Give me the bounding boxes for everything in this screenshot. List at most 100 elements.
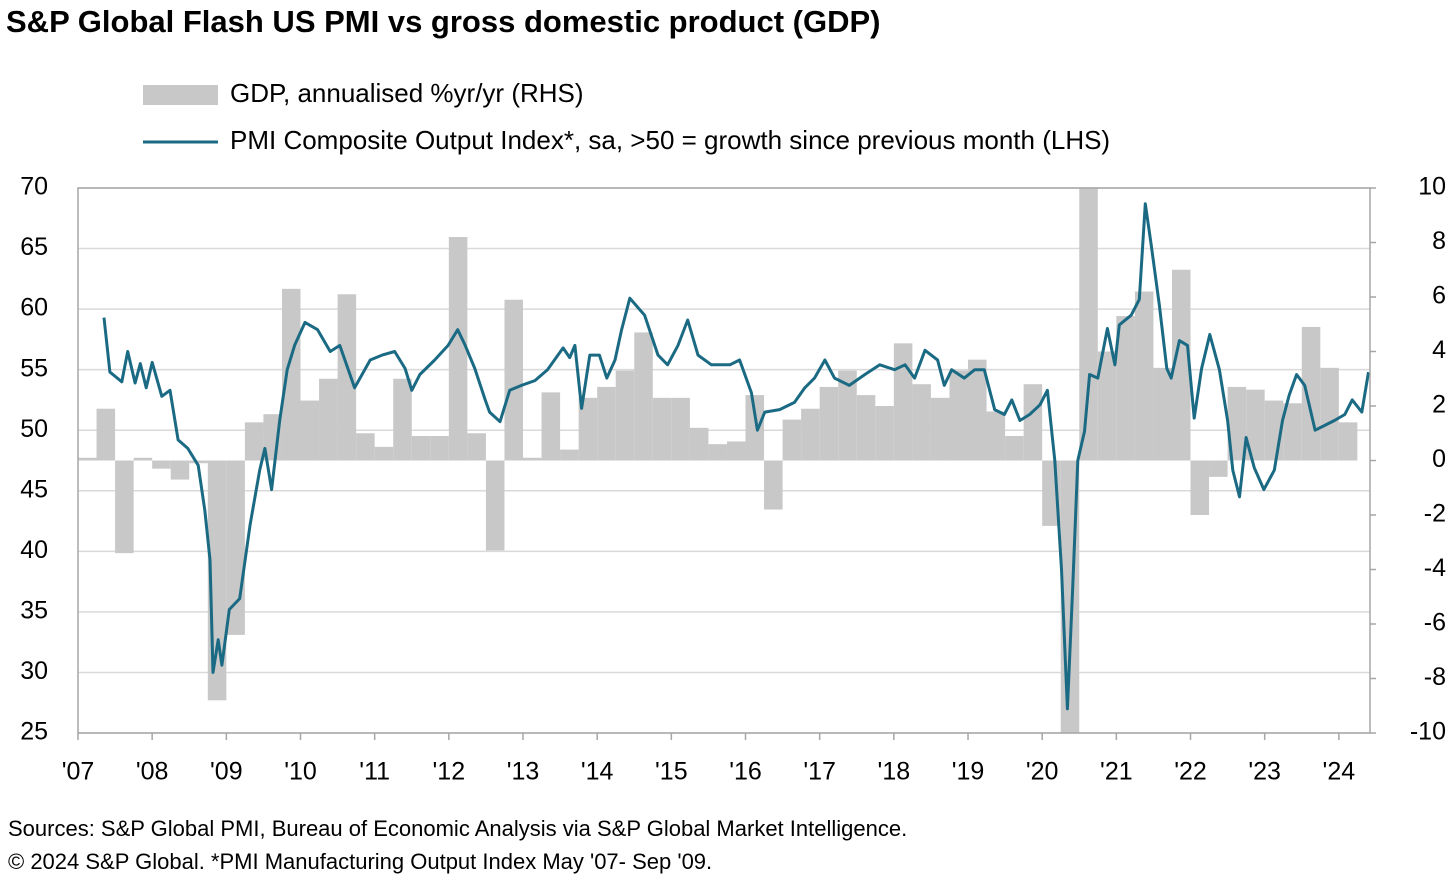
y-tick-label: 60 [20, 294, 48, 322]
y-tick-label: 25 [20, 718, 48, 746]
gdp-bar [281, 288, 301, 461]
gdp-bar [189, 460, 208, 464]
gdp-bar [912, 384, 931, 461]
x-tick-label: '17 [803, 758, 836, 786]
gdp-bar [689, 427, 709, 461]
legend-label: GDP, annualised %yr/yr (RHS) [230, 78, 584, 108]
y2-tick-label: 0 [1432, 445, 1446, 473]
gdp-bar [1171, 269, 1191, 461]
gdp-bar [652, 397, 672, 461]
y2-tick-label: -10 [1410, 718, 1446, 746]
gdp-bar [170, 460, 190, 480]
x-tick-label: '14 [581, 758, 614, 786]
x-tick-label: '19 [952, 758, 985, 786]
y-tick-label: 55 [20, 354, 48, 382]
gdp-bar [838, 370, 857, 461]
gdp-bar [504, 299, 524, 461]
gdp-bar [726, 441, 746, 461]
y2-tick-label: -4 [1424, 554, 1446, 582]
gdp-bar [801, 408, 820, 461]
gdp-bar [875, 406, 894, 461]
gdp-bar [152, 460, 171, 469]
gdp-bar [893, 343, 913, 461]
y-tick-label: 45 [20, 475, 48, 503]
gdp-bar [1227, 386, 1247, 461]
y-tick-label: 50 [20, 415, 48, 443]
gdp-bar [856, 395, 876, 461]
source-note: Sources: S&P Global PMI, Bureau of Econo… [8, 816, 907, 841]
gdp-bar [1079, 188, 1098, 461]
x-tick-label: '10 [284, 758, 317, 786]
y-tick-label: 40 [20, 536, 48, 564]
y2-tick-label: -6 [1424, 609, 1446, 637]
gdp-bar [634, 332, 653, 461]
gdp-bar [356, 433, 375, 461]
x-tick-label: '16 [729, 758, 762, 786]
gdp-bar [467, 433, 486, 461]
x-tick-label: '07 [62, 758, 95, 786]
x-tick-label: '23 [1248, 758, 1281, 786]
legend-label: PMI Composite Output Index*, sa, >50 = g… [230, 125, 1110, 155]
gdp-bar [671, 397, 690, 461]
gdp-bar [1153, 367, 1172, 461]
gdp-bar [782, 419, 802, 461]
gdp-bar [96, 408, 116, 461]
x-tick-label: '12 [433, 758, 466, 786]
gdp-bar [764, 460, 783, 510]
gdp-bar [930, 397, 950, 461]
gdp-bar [485, 460, 505, 551]
y-tick-label: 65 [20, 233, 48, 261]
gdp-bar [1338, 422, 1358, 461]
gdp-bar [986, 411, 1006, 461]
gdp-bar [1320, 367, 1339, 461]
gdp-bar [1134, 291, 1154, 461]
gdp-bar [448, 237, 468, 461]
gdp-bar [133, 457, 153, 461]
y2-tick-label: 8 [1432, 227, 1446, 255]
gdp-bar [1097, 351, 1117, 461]
gdp-bar [615, 370, 635, 461]
y2-tick-label: 6 [1432, 282, 1446, 310]
y2-tick-label: -8 [1424, 663, 1446, 691]
x-tick-label: '09 [210, 758, 243, 786]
x-tick-label: '24 [1323, 758, 1356, 786]
x-tick-label: '20 [1026, 758, 1059, 786]
x-tick-label: '18 [878, 758, 911, 786]
y2-tick-label: 10 [1418, 173, 1446, 201]
y-tick-label: 30 [20, 657, 48, 685]
gdp-bar [1301, 326, 1321, 461]
y2-tick-label: 4 [1432, 336, 1446, 364]
gdp-bar [560, 449, 579, 461]
gdp-bar [1005, 435, 1024, 461]
gdp-bar [1283, 403, 1302, 461]
gdp-bar [411, 435, 431, 461]
gdp-bar [393, 378, 412, 461]
plot-border [77, 187, 1371, 734]
gdp-bar [1209, 460, 1228, 477]
gdp-bar [597, 386, 616, 461]
x-tick-label: '13 [507, 758, 540, 786]
x-tick-label: '15 [655, 758, 688, 786]
gdp-bar [745, 395, 765, 461]
gdp-bar [1190, 460, 1210, 515]
gdp-bar [541, 392, 561, 461]
source-note: © 2024 S&P Global. *PMI Manufacturing Ou… [8, 849, 712, 874]
gdp-bar [523, 457, 542, 461]
pmi-line [102, 202, 1370, 711]
legend-swatch [143, 85, 218, 105]
gdp-bar [300, 400, 320, 461]
gdp-bar [708, 444, 727, 461]
chart-title: S&P Global Flash US PMI vs gross domesti… [6, 4, 880, 39]
x-tick-label: '21 [1100, 758, 1133, 786]
gdp-bar [78, 457, 97, 461]
gdp-bar [430, 435, 449, 461]
gdp-bar [949, 370, 969, 461]
y-tick-label: 70 [20, 173, 48, 201]
gdp-bar [1246, 389, 1265, 461]
x-tick-label: '11 [359, 758, 390, 786]
gdp-bar [115, 460, 134, 554]
gdp-bar [819, 386, 839, 461]
gdp-bar [968, 359, 987, 461]
gdp-bar [374, 446, 394, 461]
